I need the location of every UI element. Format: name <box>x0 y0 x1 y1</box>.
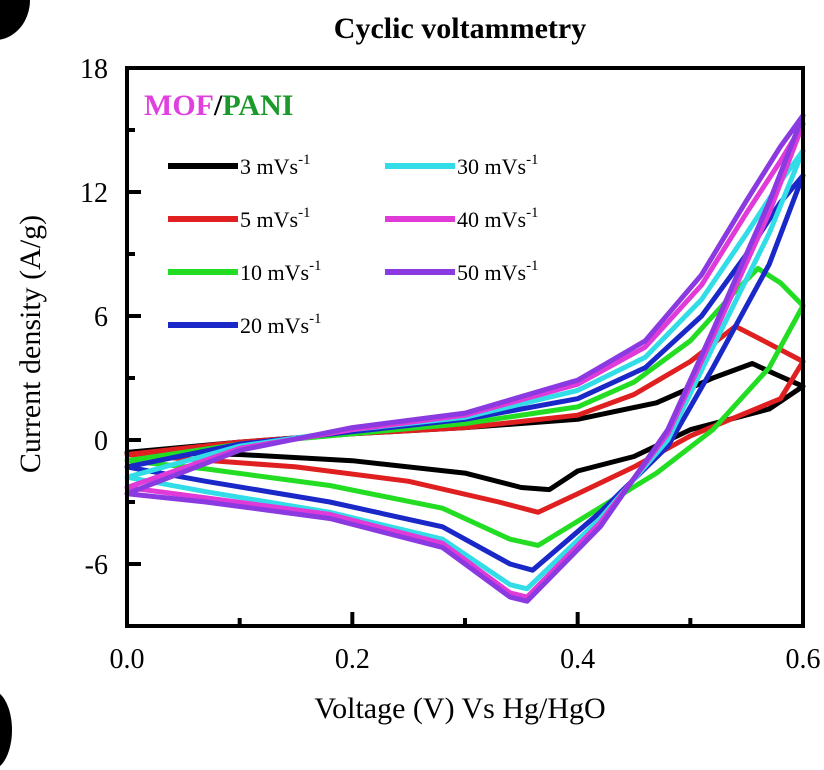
y-axis-label: Current density (A/g) <box>14 215 47 473</box>
legend-label-7: 50 mVs-1 <box>457 258 539 285</box>
sample-label: MOF/PANI <box>144 89 293 122</box>
legend-label-5: 30 mVs-1 <box>457 152 539 179</box>
x-axis-label: Voltage (V) Vs Hg/HgO <box>314 692 605 725</box>
cv-chart: Cyclic voltammetry Current density (A/g)… <box>14 12 821 725</box>
y-tick-label: 0 <box>94 426 108 457</box>
series-layer <box>124 113 806 604</box>
series-line-4 <box>124 173 806 573</box>
x-tick-label: 0.0 <box>110 644 145 675</box>
legend-label-2: 5 mVs-1 <box>240 205 311 232</box>
plot-frame <box>125 66 805 628</box>
legend-label-1: 3 mVs-1 <box>240 152 311 179</box>
sample-label-separator: / <box>213 89 223 122</box>
series-line-5 <box>124 148 806 592</box>
y-tick-label: 18 <box>80 54 108 85</box>
legend-label-4: 20 mVs-1 <box>240 311 322 338</box>
legend-label-3: 10 mVs-1 <box>240 258 322 285</box>
series-line-7 <box>124 113 806 604</box>
legend: 3 mVs-1 5 mVs-1 10 mVs-1 20 mVs-1 30 mVs-1 40… <box>168 152 539 338</box>
legend-label-6: 40 mVs-1 <box>457 205 539 232</box>
y-tick-label: 12 <box>80 178 108 209</box>
chart-title: Cyclic voltammetry <box>334 12 586 45</box>
tick-layer: 0.0 0.2 0.4 0.6 -6 0 6 12 18 <box>80 54 821 675</box>
sample-label-mof: MOF <box>144 89 214 122</box>
series-line-2 <box>124 323 806 515</box>
x-tick-label: 0.6 <box>786 644 821 675</box>
x-tick-label: 0.2 <box>335 644 370 675</box>
y-tick-label: -6 <box>85 550 108 581</box>
y-tick-label: 6 <box>94 302 108 333</box>
sample-label-pani: PANI <box>222 89 293 122</box>
x-tick-label: 0.4 <box>560 644 595 675</box>
